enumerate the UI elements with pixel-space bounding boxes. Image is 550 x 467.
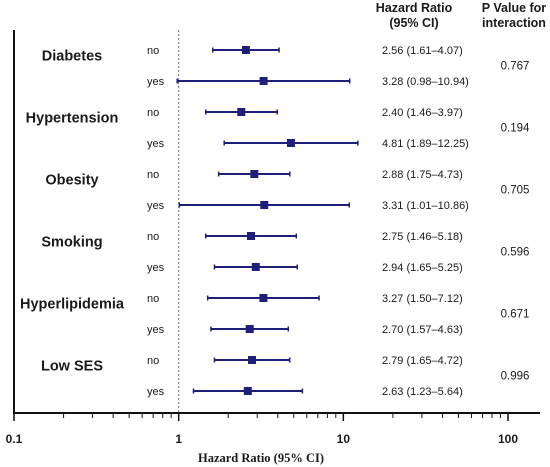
subgroup-label: yes — [147, 262, 165, 274]
hr-point — [286, 139, 295, 147]
x-tick-label: 0.1 — [6, 432, 23, 446]
hr-point — [259, 294, 268, 302]
p-value: 0.705 — [501, 185, 530, 197]
p-value: 0.671 — [501, 309, 530, 321]
hr-ci-text: 2.88 (1.75–4.73) — [382, 169, 463, 181]
hr-ci-text: 2.56 (1.61–4.07) — [382, 45, 463, 57]
p-value-header-line1: P Value for — [481, 1, 547, 15]
subgroup-label: no — [147, 293, 159, 305]
hr-ci-text: 3.28 (0.98–10.94) — [382, 76, 469, 88]
p-value: 0.194 — [501, 123, 530, 135]
subgroup-label: no — [147, 107, 159, 119]
subgroup-label: no — [147, 169, 159, 181]
subgroup-label: yes — [147, 200, 165, 212]
hr-point — [241, 46, 250, 54]
hr-ci-text: 2.75 (1.46–5.18) — [382, 231, 463, 243]
group-label: Diabetes — [42, 49, 102, 65]
x-tick-label: 100 — [498, 432, 518, 446]
p-value: 0.767 — [501, 61, 530, 73]
hr-ci-text: 4.81 (1.89–12.25) — [382, 138, 469, 150]
p-value-header-line2: interaction — [482, 16, 546, 30]
hr-point — [247, 232, 256, 240]
subgroup-label: yes — [147, 324, 165, 336]
hr-point — [237, 108, 246, 116]
group-label: Hypertension — [26, 111, 119, 127]
group-label: Smoking — [41, 235, 102, 251]
subgroup-label: yes — [147, 138, 165, 150]
hr-point — [243, 387, 252, 395]
hr-point — [248, 356, 257, 364]
subgroup-label: yes — [147, 386, 165, 398]
hr-ci-text: 3.27 (1.50–7.12) — [382, 293, 463, 305]
x-tick-label: 10 — [337, 432, 351, 446]
p-value: 0.996 — [501, 371, 530, 383]
subgroup-label: no — [147, 231, 159, 243]
hr-ci-text: 2.70 (1.57–4.63) — [382, 324, 463, 336]
hazard-ratio-column-header: Hazard Ratio (95% CI) — [368, 1, 460, 31]
hr-ci-text: 2.79 (1.65–4.72) — [382, 355, 463, 367]
hr-ci-text: 2.94 (1.65–5.25) — [382, 262, 463, 274]
hr-ci-text: 3.31 (1.01–10.86) — [382, 200, 469, 212]
hazard-ratio-header-line1: Hazard Ratio — [375, 1, 453, 15]
p-value-column-header: P Value for interaction — [479, 1, 549, 31]
x-axis-title: Hazard Ratio (95% CI) — [198, 451, 324, 465]
subgroup-label: yes — [147, 76, 165, 88]
subgroup-label: no — [147, 45, 159, 57]
hr-point — [259, 77, 268, 85]
group-label: Hyperlipidemia — [20, 297, 125, 313]
hazard-ratio-header-line2: (95% CI) — [389, 16, 439, 30]
x-tick-label: 1 — [175, 432, 182, 446]
subgroup-label: no — [147, 355, 159, 367]
hr-point — [251, 263, 260, 271]
hr-point — [245, 325, 254, 333]
hr-point — [260, 201, 269, 209]
p-value: 0.596 — [501, 247, 530, 259]
hr-ci-text: 2.63 (1.23–5.64) — [382, 386, 463, 398]
hr-ci-text: 2.40 (1.46–3.97) — [382, 107, 463, 119]
hr-point — [250, 170, 259, 178]
group-label: Obesity — [45, 173, 98, 189]
group-label: Low SES — [41, 359, 103, 375]
